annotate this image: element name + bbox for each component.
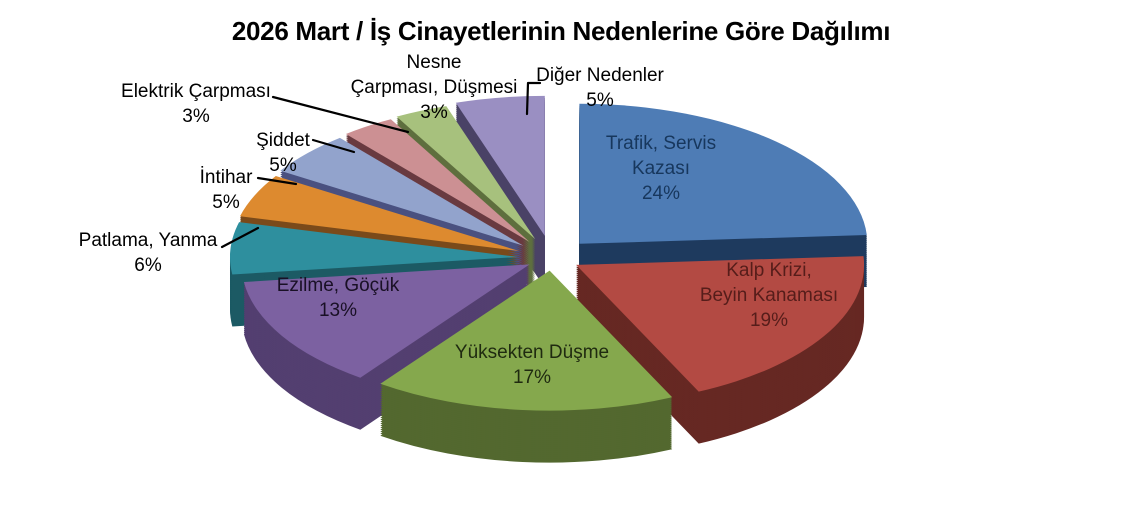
- pie-slice-group: [579, 103, 867, 296]
- label-leader-line: [311, 138, 356, 154]
- label-leader-line: [220, 226, 260, 249]
- pie-slice-group: [576, 256, 865, 444]
- pie-slice-top: [396, 106, 536, 240]
- label-leader-line: [256, 176, 298, 186]
- label-leader-line: [271, 95, 410, 134]
- pie-slice-top: [345, 119, 530, 242]
- pie-slice-top: [579, 103, 867, 244]
- pie-slice-top: [240, 176, 519, 251]
- pie-slice-top: [230, 222, 519, 275]
- pie-slice-group: [380, 270, 673, 463]
- pie-slice-top: [380, 270, 673, 411]
- chart-title: 2026 Mart / İş Cinayetlerinin Nedenlerin…: [231, 16, 891, 46]
- pie-slice-top: [576, 256, 865, 392]
- pie-slice-top: [280, 137, 524, 246]
- pie-slice-top: [455, 95, 545, 236]
- label-leader-line: [525, 81, 542, 116]
- pie-slice-top: [243, 264, 530, 378]
